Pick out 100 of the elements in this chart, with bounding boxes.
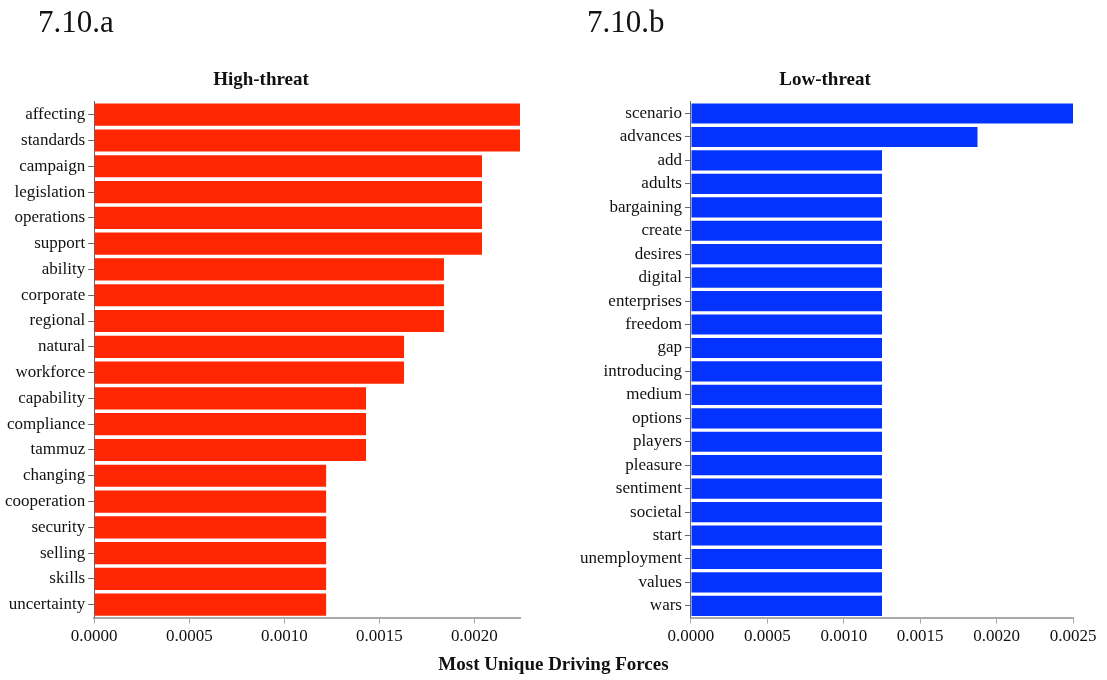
chart-title: Low-threat: [779, 68, 872, 90]
bar: [691, 220, 882, 241]
y-tick-label: options: [631, 407, 682, 427]
bar: [691, 173, 882, 194]
bar: [691, 408, 882, 429]
bar: [94, 438, 367, 462]
bar: [94, 103, 520, 126]
bar: [691, 244, 882, 265]
x-tick-label: 0.0005: [744, 626, 791, 646]
bar: [94, 361, 405, 384]
y-tick-label: values: [638, 571, 682, 591]
bar: [691, 502, 882, 523]
y-tick-label: medium: [626, 384, 682, 404]
y-tick-label: compliance: [6, 413, 86, 433]
bar: [94, 567, 327, 591]
bar: [94, 232, 482, 255]
y-tick-label: sentiment: [615, 478, 683, 498]
y-tick-label: add: [657, 149, 683, 169]
bar: [691, 126, 978, 148]
bar: [94, 490, 327, 513]
y-tick-label: gap: [657, 337, 682, 357]
bar: [691, 572, 882, 593]
bar: [691, 361, 882, 382]
y-tick-label: campaign: [19, 155, 86, 175]
y-tick-label: selling: [39, 542, 86, 562]
bar: [94, 387, 367, 410]
y-tick-label: skills: [49, 568, 86, 588]
chart-title: High-threat: [213, 68, 310, 90]
x-tick-label: 0.0000: [70, 626, 118, 646]
bar: [94, 206, 482, 229]
y-tick-label: corporate: [21, 284, 86, 304]
bar: [94, 129, 520, 152]
y-tick-label: create: [641, 220, 682, 240]
bar: [691, 150, 882, 171]
y-tick-label: workforce: [15, 362, 86, 382]
bar: [691, 197, 882, 218]
x-tick-label: 0.0020: [451, 626, 498, 646]
bar: [94, 413, 367, 436]
x-tick-label: 0.0000: [667, 626, 715, 646]
bar: [691, 455, 882, 476]
y-tick-label: bargaining: [609, 196, 683, 216]
y-tick-label: ability: [41, 258, 86, 278]
bar: [691, 103, 1073, 124]
bar: [691, 478, 882, 499]
bar: [94, 155, 482, 178]
x-axis-title: Most Unique Driving Forces: [437, 653, 670, 675]
bar: [94, 284, 444, 307]
bar: [691, 267, 882, 288]
y-tick-label: operations: [14, 207, 86, 227]
y-tick-label: introducing: [603, 360, 683, 380]
bar: [94, 180, 482, 204]
bar: [691, 291, 882, 312]
y-tick-label: societal: [630, 501, 683, 521]
y-tick-label: capability: [18, 387, 86, 407]
y-tick-label: freedom: [625, 314, 682, 333]
bar: [94, 593, 327, 616]
bar: [691, 595, 882, 616]
y-tick-label: wars: [649, 595, 682, 615]
y-tick-label: uncertainty: [8, 594, 86, 614]
y-tick-label: start: [652, 525, 683, 545]
x-tick-label: 0.0025: [1049, 626, 1097, 646]
y-tick-label: legislation: [14, 181, 86, 201]
y-tick-label: tammuz: [30, 439, 86, 459]
bar: [691, 314, 882, 335]
y-tick-label: advances: [619, 126, 682, 146]
bar: [94, 309, 444, 333]
y-tick-label: regional: [29, 310, 86, 330]
x-tick-label: 0.0010: [260, 626, 308, 646]
y-tick-label: standards: [21, 129, 86, 149]
x-tick-label: 0.0010: [820, 626, 868, 646]
y-tick-label: changing: [22, 465, 86, 485]
y-tick-label: affecting: [25, 104, 86, 124]
text: 7.10.b: [587, 4, 665, 40]
bar: [691, 431, 882, 452]
y-tick-label: players: [632, 431, 682, 451]
y-tick-label: cooperation: [4, 491, 86, 511]
bar: [94, 258, 444, 281]
bar: [691, 384, 882, 405]
bar: [94, 464, 327, 487]
y-tick-label: support: [34, 233, 86, 253]
bar: [94, 335, 405, 358]
y-tick-label: pleasure: [625, 454, 682, 474]
y-tick-label: security: [31, 516, 86, 536]
y-tick-label: desires: [634, 243, 682, 263]
y-tick-label: scenario: [625, 102, 682, 122]
x-tick-label: 0.0020: [973, 626, 1020, 646]
x-tick-label: 0.0015: [355, 626, 403, 646]
y-tick-label: adults: [641, 173, 682, 193]
text: 7.10.a: [38, 4, 114, 40]
y-tick-label: unemployment: [580, 548, 683, 568]
bar: [94, 542, 327, 565]
x-tick-label: 0.0005: [165, 626, 213, 646]
y-tick-label: digital: [638, 267, 683, 287]
y-tick-label: natural: [38, 336, 86, 356]
bar: [691, 548, 882, 570]
bar: [94, 516, 327, 539]
y-tick-label: enterprises: [608, 290, 682, 310]
bar: [691, 337, 882, 359]
bar: [691, 525, 882, 546]
x-tick-label: 0.0015: [896, 626, 944, 646]
